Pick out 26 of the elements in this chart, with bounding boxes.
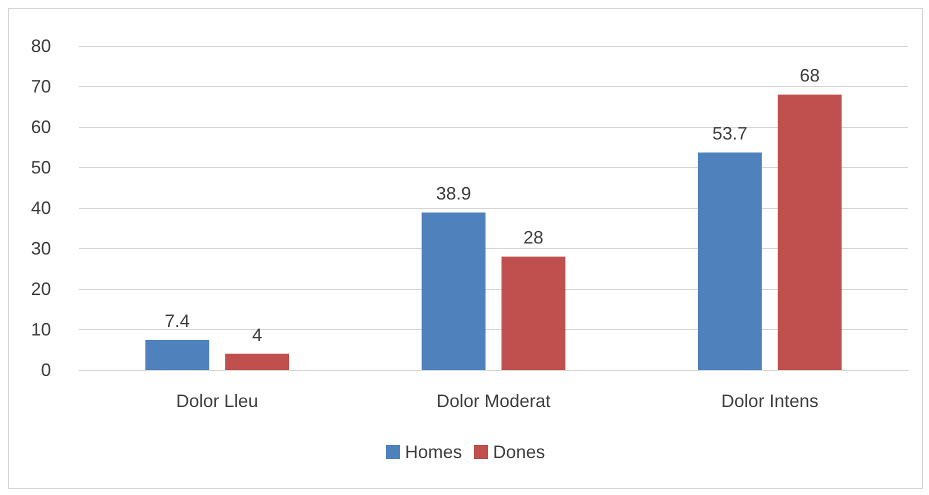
bar [145, 340, 210, 370]
data-label: 53.7 [712, 124, 748, 144]
data-label: 38.9 [436, 183, 472, 204]
bar [422, 212, 486, 370]
bar [225, 354, 290, 370]
y-tick-label: 50 [30, 158, 51, 178]
data-label: 7.4 [164, 311, 190, 332]
bar [778, 94, 842, 370]
legend-label: Dones [492, 442, 546, 462]
x-tick-label: Dolor Moderat [436, 391, 551, 411]
y-tick-label: 20 [30, 279, 51, 299]
legend-label: Homes [404, 442, 462, 462]
y-tick-label: 70 [30, 76, 51, 96]
y-tick-label: 40 [30, 198, 51, 218]
y-tick-label: 0 [40, 360, 51, 380]
data-label: 68 [800, 66, 820, 86]
x-tick-label: Dolor Lleu [176, 391, 258, 411]
y-tick-label: 80 [30, 36, 51, 56]
y-tick-label: 60 [30, 117, 51, 137]
bar [698, 152, 762, 370]
data-label: 4 [252, 324, 262, 345]
y-tick-label: 30 [30, 238, 51, 258]
y-tick-label: 10 [30, 320, 51, 340]
bar [501, 256, 566, 370]
x-tick-label: Dolor Intens [721, 391, 818, 411]
data-label: 28 [523, 228, 544, 248]
